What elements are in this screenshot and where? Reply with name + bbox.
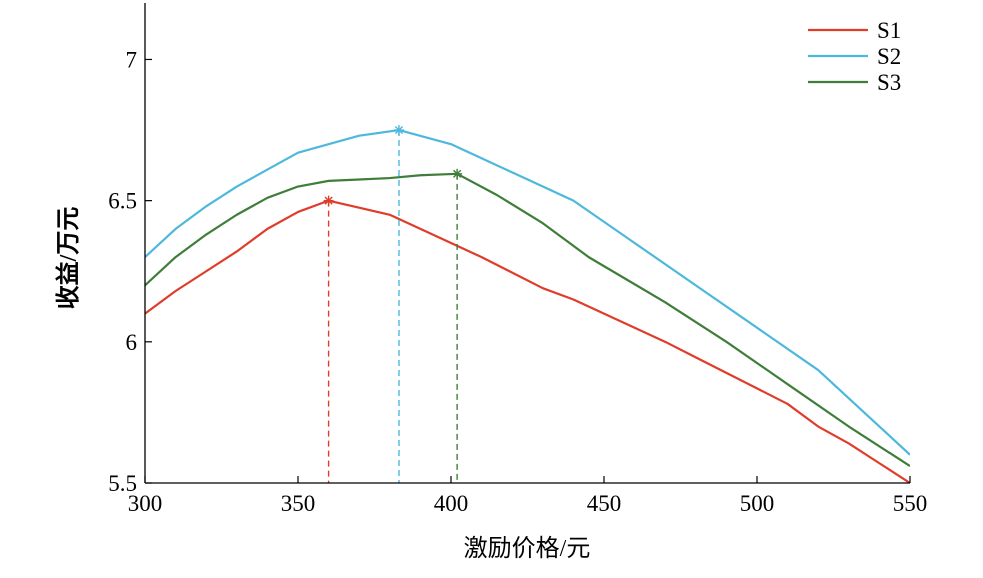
x-tick-label: 550 [893, 491, 928, 516]
peak-marker-stroke [324, 196, 333, 205]
series-line-s2 [145, 128, 910, 456]
peak-marker-s1 [323, 195, 334, 206]
plot-area [145, 125, 910, 483]
x-tick-label: 300 [128, 491, 163, 516]
y-tick-label: 6 [126, 330, 138, 355]
peak-marker-stroke [453, 169, 462, 178]
y-tick-label: 5.5 [108, 471, 137, 496]
x-tick-label: 450 [587, 491, 622, 516]
peak-marker-s2 [393, 125, 404, 136]
legend-label-s1: S1 [877, 18, 901, 43]
y-tick-label: 6.5 [108, 189, 137, 214]
peak-marker-s3 [452, 168, 463, 179]
x-axis-label: 激励价格/元 [464, 535, 591, 562]
series-line-s3 [145, 172, 910, 467]
y-axis-label: 收益/万元 [54, 207, 82, 310]
legend-label-s2: S2 [877, 44, 901, 69]
series-line-s1 [145, 199, 910, 483]
x-tick-label: 400 [434, 491, 469, 516]
legend-label-s3: S3 [877, 70, 901, 95]
peak-marker-stroke [394, 125, 404, 135]
y-tick-label: 7 [126, 47, 138, 72]
x-tick-label: 500 [740, 491, 775, 516]
axes: 激励价格/元 收益/万元 300 350 400 450 500 550 5.5 6 6.5 7 [54, 3, 927, 562]
x-tick-label: 350 [281, 491, 316, 516]
